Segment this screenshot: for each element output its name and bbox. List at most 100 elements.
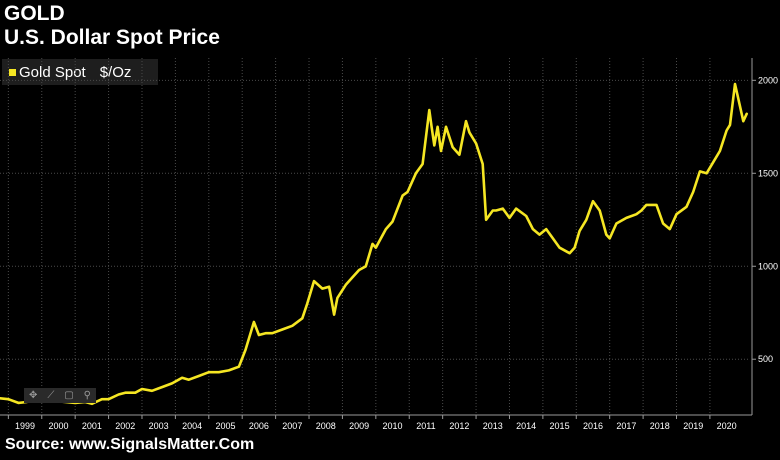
chart-toolbar: ✥ ⟋ ▢ ⚲ xyxy=(24,388,96,403)
data-point xyxy=(371,243,374,245)
data-point xyxy=(421,163,424,165)
data-point xyxy=(545,228,548,231)
data-point xyxy=(17,402,20,404)
data-point xyxy=(91,402,93,405)
data-point xyxy=(662,222,664,225)
data-point xyxy=(699,170,701,173)
x-tick-label: 2004 xyxy=(182,421,202,431)
data-point xyxy=(501,207,504,210)
x-tick-label: 2012 xyxy=(449,421,469,431)
x-tick-label: 2008 xyxy=(316,421,336,431)
data-point xyxy=(336,297,339,299)
data-point xyxy=(615,222,618,225)
data-point xyxy=(238,365,240,368)
data-point xyxy=(625,217,628,219)
data-point xyxy=(306,302,309,305)
chart-title: GOLD xyxy=(4,2,65,25)
data-point xyxy=(585,218,588,221)
data-point xyxy=(655,204,658,206)
data-point xyxy=(451,146,454,149)
x-tick-label: 2003 xyxy=(149,421,169,431)
data-point xyxy=(485,218,487,221)
data-point xyxy=(281,328,284,331)
data-point xyxy=(217,371,220,374)
data-point xyxy=(430,125,433,128)
data-point xyxy=(374,246,377,249)
data-point xyxy=(592,200,594,203)
data-point xyxy=(640,209,643,212)
x-tick-label: 2019 xyxy=(683,421,703,431)
data-point xyxy=(244,349,247,351)
x-tick-label: 2018 xyxy=(650,421,670,431)
data-point xyxy=(739,105,741,108)
data-point xyxy=(181,376,184,379)
data-point xyxy=(481,163,484,165)
legend-unit: $/Oz xyxy=(99,63,132,81)
x-tick-label: 2010 xyxy=(383,421,403,431)
data-point xyxy=(685,205,688,208)
data-point xyxy=(227,369,230,372)
data-point xyxy=(495,209,497,212)
data-point xyxy=(568,252,571,255)
data-point xyxy=(401,194,404,197)
data-point xyxy=(328,285,330,288)
data-point xyxy=(712,161,715,164)
data-point xyxy=(101,398,103,401)
y-tick-label: 500 xyxy=(758,354,773,364)
data-point xyxy=(117,393,120,396)
data-point xyxy=(491,209,494,212)
data-point xyxy=(725,129,728,132)
data-point xyxy=(351,276,354,279)
data-point xyxy=(161,386,163,388)
data-point xyxy=(558,246,561,249)
data-point xyxy=(675,213,678,216)
data-point xyxy=(187,378,190,381)
data-point xyxy=(0,397,1,400)
data-point xyxy=(445,125,447,128)
move-icon[interactable]: ✥ xyxy=(28,390,38,401)
x-tick-label: 2017 xyxy=(616,421,636,431)
data-point xyxy=(719,150,721,152)
x-tick-label: 2006 xyxy=(249,421,269,431)
x-tick-label: 2001 xyxy=(82,421,102,431)
legend-swatch xyxy=(9,68,16,76)
x-tick-label: 2002 xyxy=(115,421,135,431)
data-point xyxy=(291,324,294,327)
x-tick-label: 2000 xyxy=(48,421,68,431)
data-point xyxy=(301,317,304,320)
data-point xyxy=(668,228,671,231)
data-point xyxy=(264,332,267,335)
legend-series-name: Gold Spot xyxy=(19,63,86,81)
x-tick-label: 2011 xyxy=(416,421,435,431)
data-point xyxy=(358,269,360,271)
data-point xyxy=(608,237,611,240)
data-point xyxy=(552,237,554,240)
data-point xyxy=(515,207,517,210)
data-point xyxy=(406,191,409,193)
x-tick-label: 1999 xyxy=(15,421,35,431)
zoom-icon[interactable]: ⚲ xyxy=(83,390,91,401)
data-point xyxy=(745,112,748,115)
data-point xyxy=(428,109,431,111)
x-tick-label: 2015 xyxy=(550,421,570,431)
data-point xyxy=(734,83,736,85)
data-point xyxy=(598,209,601,212)
data-point xyxy=(605,233,608,236)
data-point xyxy=(729,124,731,126)
data-point xyxy=(433,144,436,147)
text-icon[interactable]: ▢ xyxy=(64,390,74,401)
data-point xyxy=(321,287,324,290)
data-point xyxy=(151,389,153,392)
data-point xyxy=(364,265,367,268)
data-point xyxy=(107,398,110,401)
data-point xyxy=(465,120,467,123)
data-point xyxy=(645,204,648,206)
draw-icon[interactable]: ⟋ xyxy=(47,390,55,401)
data-point xyxy=(475,142,477,145)
data-point xyxy=(197,375,200,377)
data-point xyxy=(313,280,315,282)
data-point xyxy=(440,150,442,152)
data-point xyxy=(415,172,417,175)
data-point xyxy=(344,283,347,286)
data-point xyxy=(385,228,387,231)
